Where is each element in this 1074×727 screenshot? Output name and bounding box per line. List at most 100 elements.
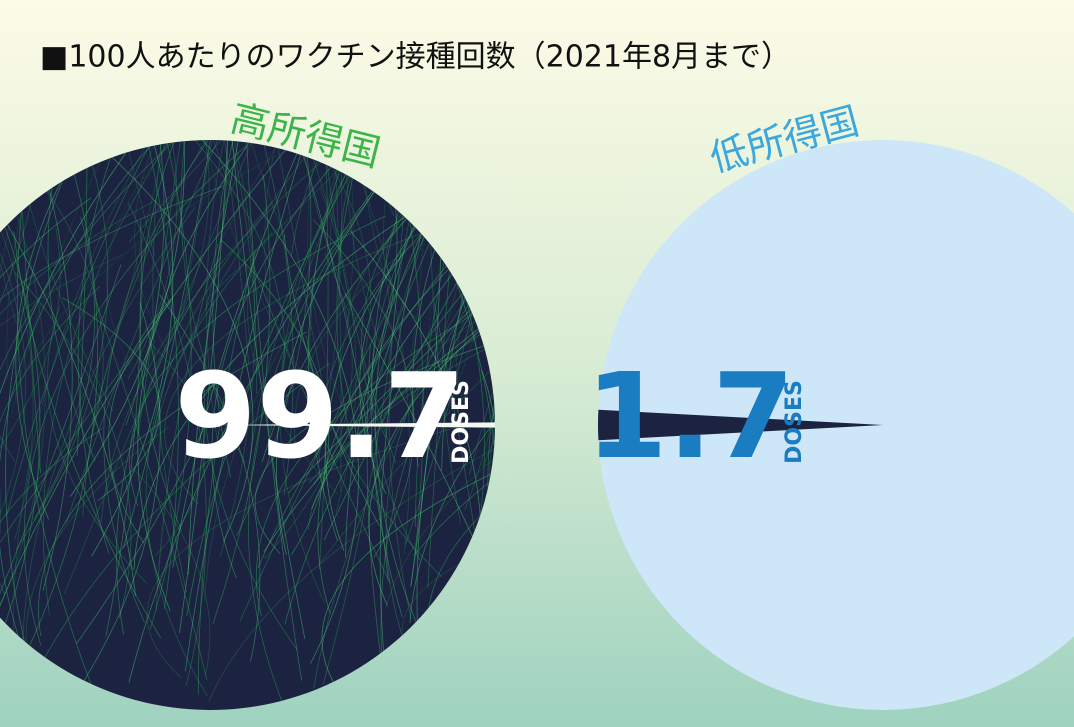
streak (416, 140, 495, 626)
streak (11, 144, 297, 418)
streak (146, 422, 469, 678)
streak (93, 140, 210, 373)
streak (264, 253, 353, 560)
streak (214, 140, 286, 238)
streak (63, 140, 290, 595)
streak (359, 140, 495, 494)
streak (76, 416, 210, 644)
streak (152, 140, 187, 593)
streak (405, 140, 495, 545)
streak (487, 140, 495, 508)
streak (0, 264, 122, 699)
streak (313, 219, 415, 558)
pie-wedge (0, 140, 495, 710)
streak (0, 197, 137, 597)
streak (133, 206, 422, 570)
streak (345, 140, 495, 558)
streak (108, 297, 173, 543)
streak (155, 243, 219, 611)
streak (248, 140, 429, 703)
streak (23, 140, 383, 646)
streak (0, 286, 100, 595)
streak (283, 234, 380, 527)
streak (361, 140, 424, 585)
streak (325, 250, 406, 551)
streak (91, 140, 174, 557)
streak (206, 140, 321, 445)
streak (320, 188, 357, 513)
streak (255, 312, 476, 617)
streak (38, 331, 307, 637)
streak (309, 140, 495, 423)
streak (14, 272, 132, 619)
streak (202, 140, 372, 394)
streak (431, 140, 495, 402)
streak (0, 254, 123, 523)
streak (0, 140, 34, 540)
streak (92, 140, 254, 542)
streak (413, 343, 495, 556)
streak (370, 202, 403, 618)
streak (14, 140, 330, 399)
streak (105, 220, 142, 637)
streak (12, 140, 267, 648)
streak (82, 140, 418, 517)
streak (204, 308, 304, 602)
streak (313, 202, 398, 485)
streak (0, 140, 73, 591)
streak (184, 140, 360, 672)
streak (127, 202, 207, 686)
streak (129, 140, 448, 243)
streak (218, 140, 416, 244)
streak (434, 302, 479, 555)
streak (103, 140, 264, 623)
streak (375, 237, 495, 477)
streak (0, 150, 46, 629)
streak (367, 140, 495, 422)
streak (0, 301, 172, 627)
streak (197, 250, 256, 695)
streak (128, 140, 421, 683)
value-label: 1.7 (585, 347, 794, 485)
streak (287, 198, 495, 494)
streak (308, 264, 495, 484)
streak (371, 140, 495, 561)
streak (380, 143, 495, 668)
value-label: 99.7 (174, 347, 465, 485)
streak (359, 140, 495, 280)
streak (385, 140, 495, 511)
streak (274, 140, 410, 408)
streak (0, 140, 27, 518)
streak (78, 302, 161, 690)
streak (427, 366, 495, 627)
streak (96, 302, 208, 680)
streak (279, 207, 330, 604)
streak (42, 140, 349, 616)
streak (0, 427, 103, 689)
streak (186, 140, 285, 433)
streak (191, 140, 313, 392)
streak (307, 140, 376, 414)
streak (211, 140, 376, 579)
streak (382, 140, 495, 314)
streak (26, 140, 99, 651)
streak (223, 140, 329, 410)
streak (340, 140, 495, 253)
streak (409, 296, 495, 624)
streak (275, 140, 495, 555)
streak (275, 140, 343, 453)
streak (0, 140, 104, 439)
streak (349, 230, 482, 547)
streak (122, 140, 222, 549)
streak (366, 344, 386, 688)
streak (145, 140, 294, 496)
streak (137, 145, 248, 612)
pie-wedge (598, 409, 883, 441)
streak (77, 140, 215, 554)
streak (15, 140, 250, 520)
streak (307, 140, 455, 541)
streak (412, 140, 495, 467)
streak (0, 140, 265, 699)
streak (212, 140, 363, 477)
streak (327, 140, 342, 493)
